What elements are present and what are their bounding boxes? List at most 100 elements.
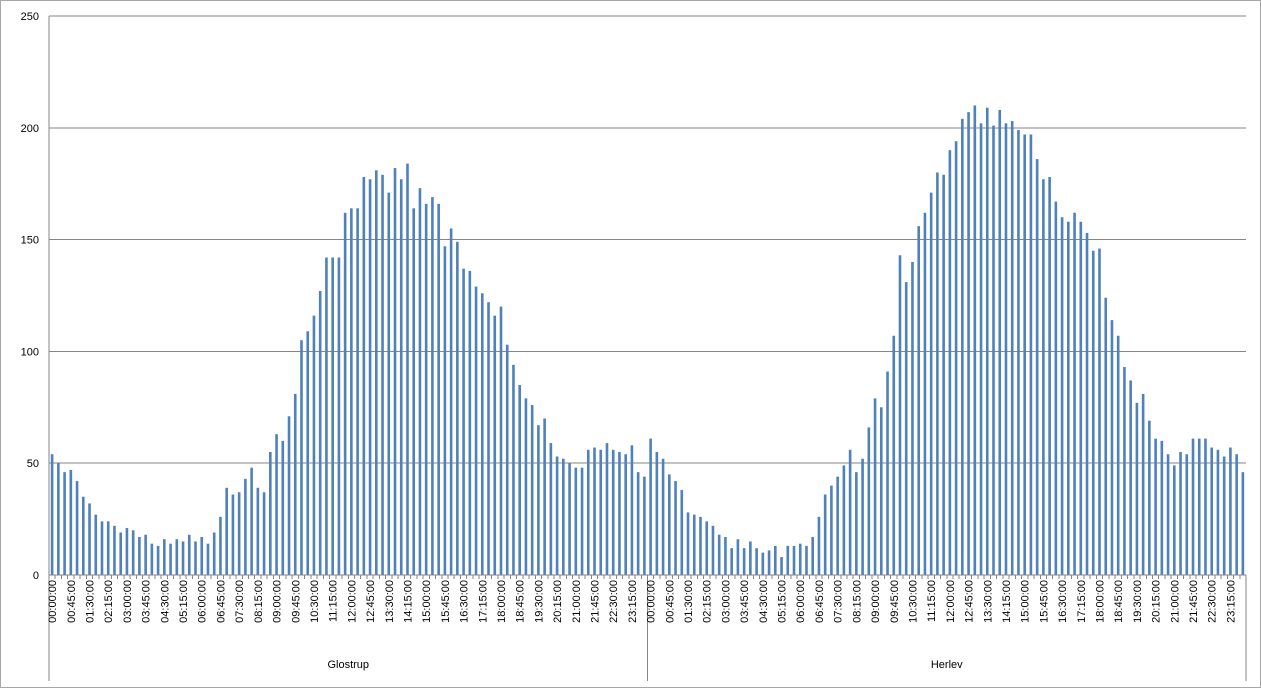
bar (836, 476, 839, 575)
x-tick-label: 04:30:00 (758, 580, 770, 623)
x-tick-label: 14:15:00 (402, 580, 414, 623)
x-tick-label: 20:15:00 (552, 580, 564, 623)
bar (1141, 393, 1145, 575)
y-tick-label: 50 (27, 458, 39, 470)
bar (823, 494, 827, 575)
bar (312, 315, 316, 575)
bar (1067, 221, 1070, 575)
bar (855, 472, 858, 575)
bar (973, 105, 977, 575)
bar (724, 536, 727, 575)
x-tick-label: 02:15:00 (103, 580, 115, 623)
bar (711, 525, 715, 575)
bar (780, 557, 783, 575)
bar (219, 516, 222, 575)
x-tick-label: 01:30:00 (85, 580, 97, 623)
x-tick-label: 19:30:00 (1132, 580, 1144, 623)
bar (462, 268, 465, 575)
y-tick-label: 150 (21, 235, 39, 247)
bar (262, 492, 266, 575)
bar (1129, 380, 1132, 575)
bar (1017, 130, 1020, 575)
x-tick-label: 23:15:00 (1225, 580, 1237, 623)
bar (350, 208, 353, 575)
bar (150, 543, 154, 575)
bar (200, 536, 204, 575)
bar (144, 534, 147, 575)
bar (94, 514, 98, 575)
x-tick-label: 11:15:00 (328, 580, 340, 622)
bar (1148, 420, 1151, 575)
x-tick-label: 10:30:00 (309, 580, 321, 623)
bar (119, 532, 123, 575)
x-tick-label: 22:30:00 (1207, 580, 1219, 623)
bar (792, 545, 796, 575)
x-tick-label: 00:45:00 (664, 580, 676, 623)
bar (948, 150, 952, 575)
bar (543, 418, 546, 575)
x-tick-label: 09:00:00 (272, 580, 284, 623)
x-tick-label: 03:45:00 (141, 580, 153, 623)
bar (1179, 452, 1182, 575)
bar (1104, 297, 1108, 575)
bar (1054, 201, 1058, 575)
x-tick-label: 15:00:00 (421, 580, 433, 623)
bar (69, 469, 73, 575)
bar (1042, 179, 1045, 575)
bar (1098, 248, 1101, 575)
group-label: Glostrup (327, 659, 369, 671)
x-tick-label: 09:00:00 (870, 580, 882, 623)
bar (917, 226, 921, 575)
bar (1023, 134, 1026, 575)
x-tick-label: 14:15:00 (1001, 580, 1013, 623)
bar (231, 494, 235, 575)
bar (967, 112, 970, 575)
x-tick-label: 03:00:00 (122, 580, 134, 623)
bar (568, 463, 571, 575)
x-tick-label: 12:45:00 (964, 580, 976, 623)
x-tick-label: 09:45:00 (290, 580, 302, 623)
bar (618, 452, 621, 575)
bar (1073, 212, 1076, 575)
x-tick-label: 06:45:00 (814, 580, 826, 623)
bar (275, 434, 278, 575)
bar (1004, 123, 1008, 575)
bar (106, 521, 110, 575)
x-tick-label: 21:00:00 (571, 580, 583, 623)
bar (418, 188, 422, 575)
bar (767, 550, 771, 575)
bar (1160, 440, 1164, 575)
x-tick-label: 15:00:00 (1020, 580, 1032, 623)
bar (287, 416, 291, 575)
y-tick-label: 0 (33, 570, 39, 582)
bar (81, 496, 85, 575)
bar (873, 398, 877, 575)
bar (181, 541, 185, 575)
bar (175, 539, 179, 575)
y-tick-label: 200 (21, 123, 39, 135)
bar (206, 543, 210, 575)
bar (406, 163, 409, 576)
bar (269, 452, 272, 575)
x-tick-label: 06:45:00 (215, 580, 227, 623)
x-tick-label: 21:00:00 (1169, 580, 1181, 623)
bar (1060, 217, 1064, 576)
bar (1135, 402, 1139, 575)
bar (518, 384, 522, 575)
bar (212, 532, 216, 575)
x-tick-label: 03:45:00 (739, 580, 751, 623)
bar (599, 449, 603, 575)
bar (630, 445, 634, 575)
bar (468, 270, 472, 575)
bar (923, 212, 927, 575)
bar (655, 452, 659, 575)
bar (437, 203, 440, 575)
bar (387, 192, 391, 576)
bar (879, 407, 883, 575)
bar (225, 487, 228, 575)
bar (942, 174, 945, 576)
x-tick-label: 00:00:00 (47, 580, 59, 623)
x-tick-label: 00:00:00 (646, 580, 658, 623)
